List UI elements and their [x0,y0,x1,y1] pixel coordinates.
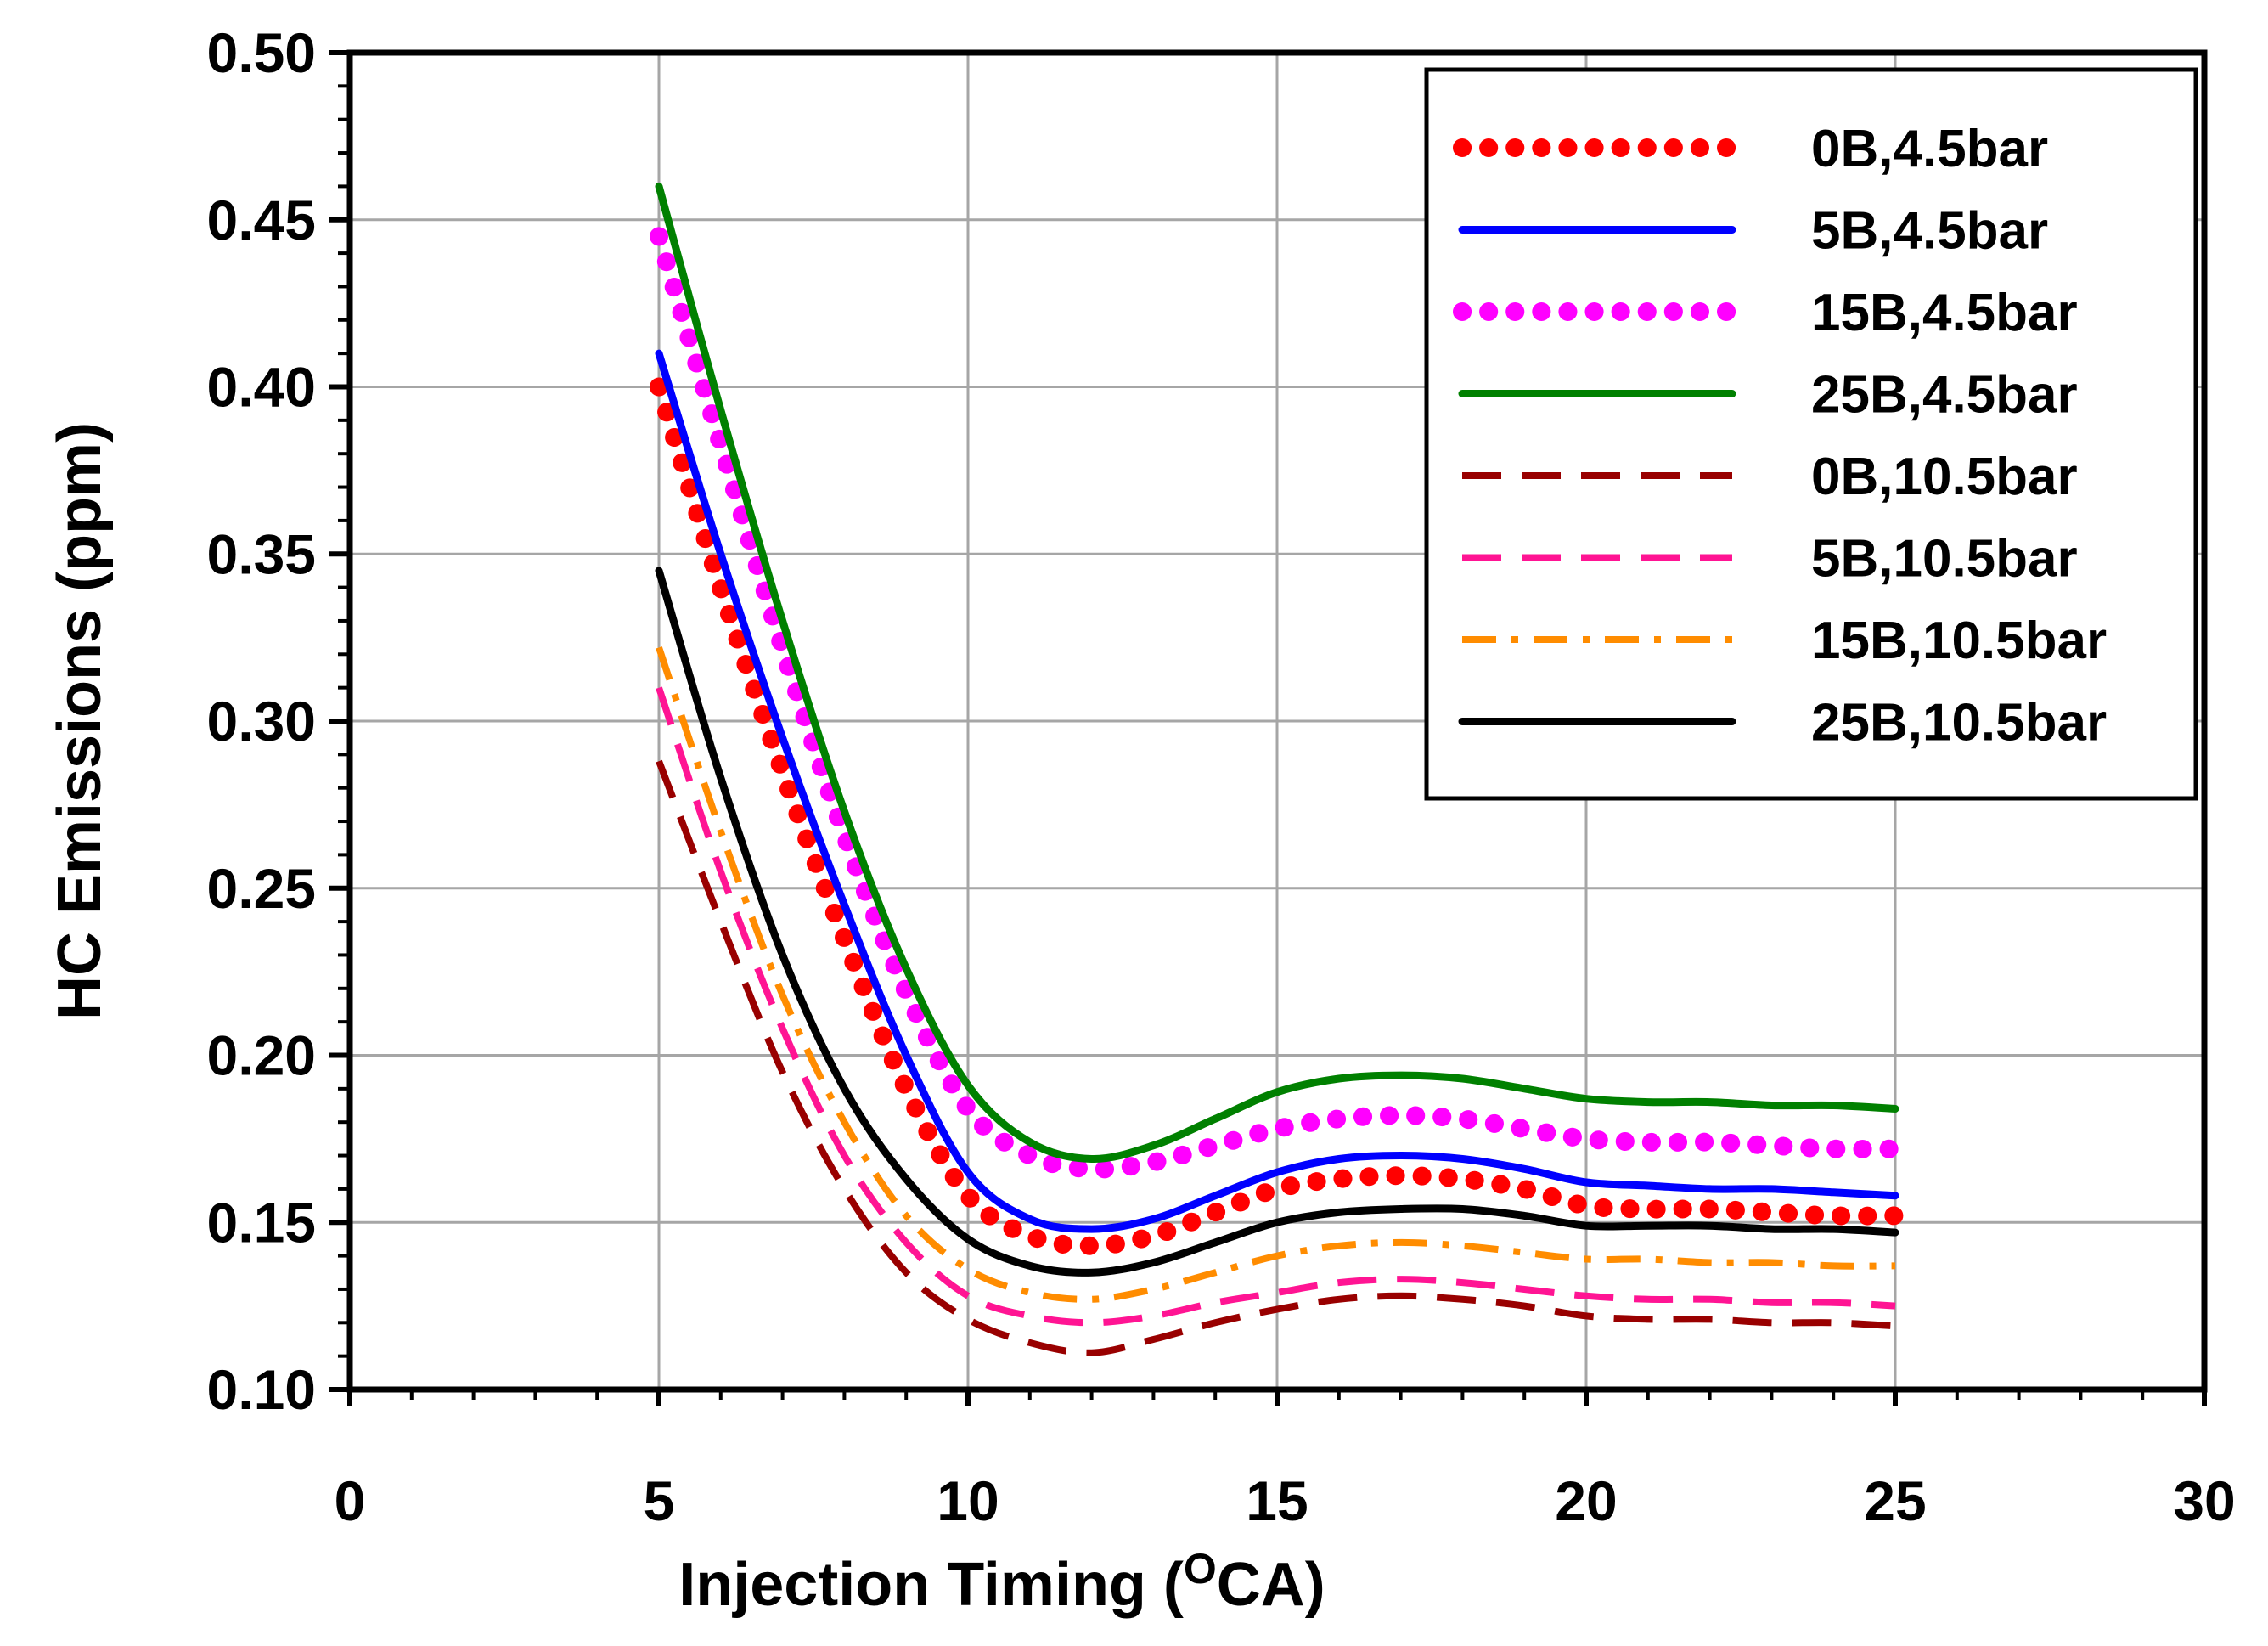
x-tick-label: 25 [1864,1469,1926,1532]
y-tick-label: 0.45 [207,189,316,251]
series-line-15b-10-5bar [656,646,1896,1303]
x-tick-label: 0 [335,1469,366,1532]
x-tick-label: 10 [937,1469,999,1532]
series-line-5b-10-5bar [656,686,1896,1327]
y-tick-label: 0.30 [207,690,316,753]
legend-label-5b-10-5bar: 5B,10.5bar [1811,530,2078,589]
legend-label-15b-4-5bar: 15B,4.5bar [1811,284,2078,342]
series-line-25b-4-5bar [655,182,1899,1164]
y-tick-label: 0.35 [207,522,316,585]
x-tick-label: 15 [1246,1469,1308,1532]
y-tick-label: 0.25 [207,857,316,920]
legend-label-25b-10-5bar: 25B,10.5bar [1811,694,2107,753]
series-lines [650,182,1905,1356]
x-tick-label: 30 [2173,1469,2235,1532]
legend-box [1424,67,2198,801]
y-tick-label: 0.40 [207,356,316,419]
x-axis-title-unit: CA) [1217,1551,1325,1619]
legend-label-0b-10-5bar: 0B,10.5bar [1811,448,2078,506]
legend-label-15b-10-5bar: 15B,10.5bar [1811,612,2107,670]
series-line-0b-10-5bar [656,759,1896,1356]
legend-label-25b-4-5bar: 25B,4.5bar [1811,366,2078,425]
y-tick-label: 0.10 [207,1358,316,1421]
y-tick-label: 0.20 [207,1024,316,1087]
series-line-0b-4-5bar [650,377,1905,1255]
legend: 0B,4.5bar 5B,4.5bar 15B,4.5bar 25B,4.5bar 0B… [1424,67,2198,801]
x-axis-title: Injection Timing (OCA) [678,1545,1325,1619]
series-line-25b-10-5bar [655,567,1899,1277]
y-axis-title: HC Emissions (ppm) [46,422,114,1020]
x-axis-title-superscript: O [1184,1545,1217,1592]
legend-items: 0B,4.5bar 5B,4.5bar 15B,4.5bar 25B,4.5bar 0B… [1453,120,2107,753]
axis-ticks [329,50,2207,1406]
x-axis-tick-labels: 0 5 10 15 20 25 30 [335,1469,2236,1532]
series-line-5b-4-5bar [655,349,1899,1233]
y-tick-label: 0.50 [207,21,316,84]
x-tick-label: 5 [644,1469,675,1532]
y-axis-tick-labels: 0.10 0.15 0.20 0.25 0.30 0.35 0.40 0.45 0.50 [207,21,316,1421]
x-axis-title-text: Injection Timing ( [678,1551,1184,1619]
legend-label-5b-4-5bar: 5B,4.5bar [1811,202,2048,261]
y-tick-label: 0.15 [207,1191,316,1254]
legend-label-0b-4-5bar: 0B,4.5bar [1811,120,2048,178]
series-line-15b-4-5bar [650,227,1905,1179]
x-tick-label: 20 [1555,1469,1617,1532]
